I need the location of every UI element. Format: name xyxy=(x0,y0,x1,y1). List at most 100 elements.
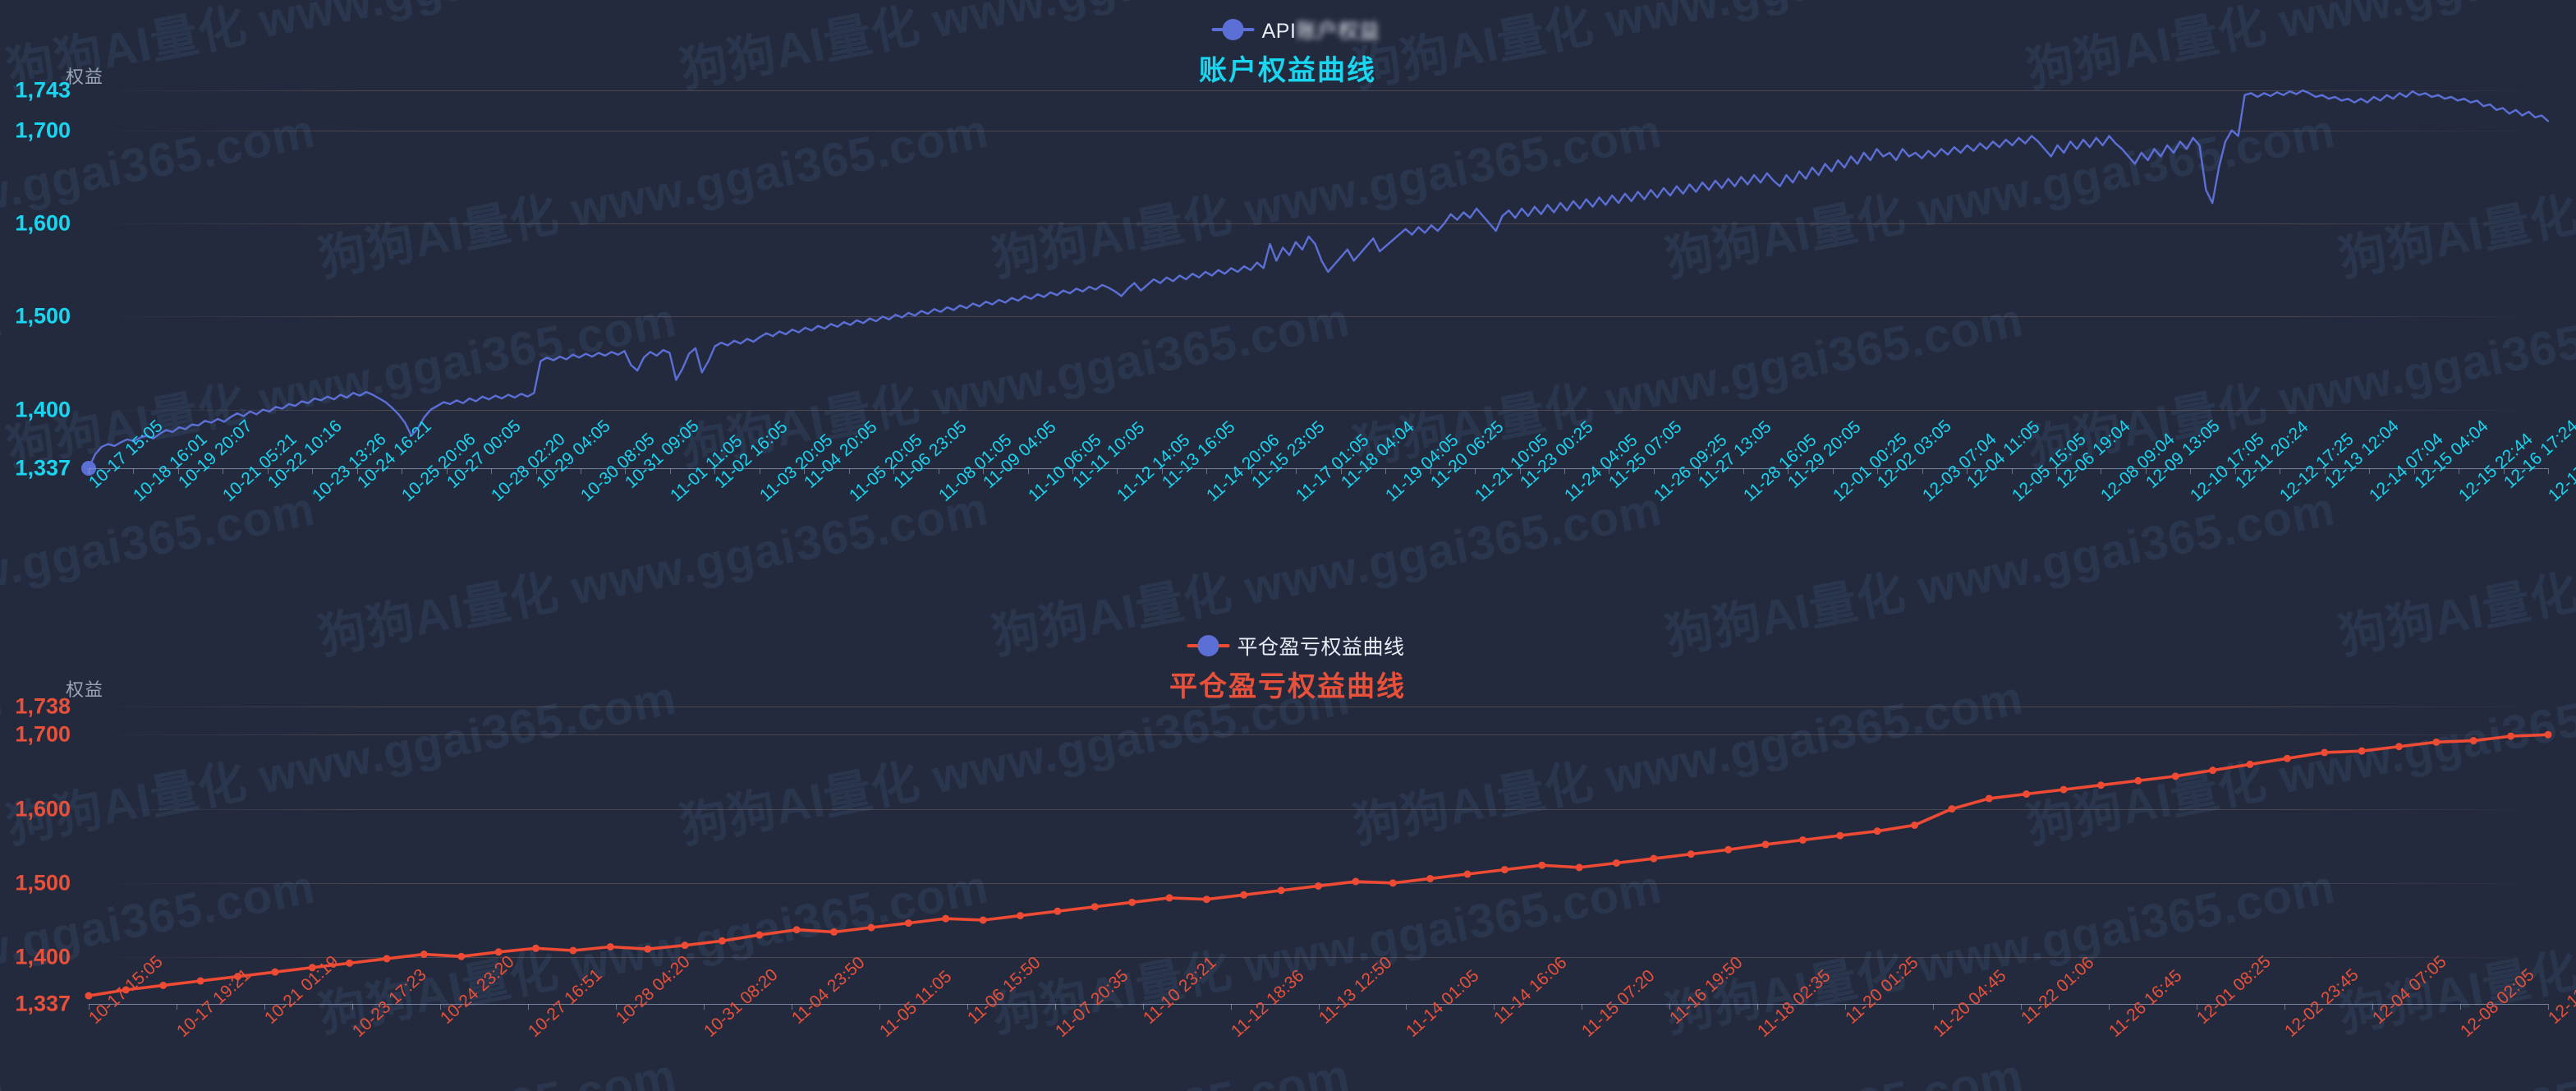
x-axis-tick-mark xyxy=(2234,468,2236,474)
x-axis-tick-mark xyxy=(1564,468,1565,474)
y-axis-tick-label: 1,743 xyxy=(15,77,71,103)
x-axis-line xyxy=(89,468,2548,469)
x-axis-tick-mark xyxy=(983,468,985,474)
x-axis-tick-mark xyxy=(714,468,716,474)
x-axis-tick-mark xyxy=(1251,468,1252,474)
legend-dot-icon xyxy=(1222,19,1244,40)
y-gridline xyxy=(89,90,2548,91)
x-axis-tick-mark xyxy=(1519,468,1521,474)
y-gridline xyxy=(89,316,2548,318)
x-axis-tick-mark xyxy=(1922,468,1923,474)
legend-item-label: API账户权益 xyxy=(1262,15,1380,44)
x-axis-tick-mark xyxy=(312,468,314,474)
legend-label-redacted: 账户权益 xyxy=(1296,20,1380,43)
x-axis-tick-mark xyxy=(1296,468,1297,474)
x-axis-tick-mark xyxy=(1054,1004,1056,1010)
x-axis-tick-mark xyxy=(967,1004,968,1010)
y-axis-tick-label: 1,500 xyxy=(15,870,71,895)
y-axis-tick-label: 1,600 xyxy=(15,796,71,822)
chart-account-equity-curve: API账户权益 账户权益曲线 权益 1,337 1,400 1,500 1,600 1,… xyxy=(15,15,2576,506)
y-axis-tick-label: 1,738 xyxy=(15,693,71,719)
x-axis-tick-mark xyxy=(2548,468,2549,474)
x-axis-tick-mark xyxy=(1494,1004,1495,1010)
x-axis-tick-mark xyxy=(2324,468,2326,474)
x-axis-tick-mark xyxy=(1653,468,1655,474)
x-axis-tick-mark xyxy=(2503,468,2505,474)
x-axis-tick-mark xyxy=(1698,468,1700,474)
legend-dot-icon xyxy=(1197,635,1219,656)
x-axis-tick-mark xyxy=(1406,1004,1407,1010)
x-axis-tick-mark xyxy=(1430,468,1431,474)
x-axis-tick-mark xyxy=(356,468,358,474)
x-axis-tick-mark xyxy=(1757,1004,1759,1010)
x-axis-tick-mark xyxy=(267,468,269,474)
x-axis-tick-mark xyxy=(1788,468,1789,474)
chart-legend[interactable]: API账户权益 xyxy=(1211,15,1380,44)
x-axis-tick-label: 12-11 09:05 xyxy=(2545,953,2576,1029)
x-axis-tick-mark xyxy=(615,1004,617,1010)
x-axis-tick-mark xyxy=(177,468,179,474)
x-axis-tick-mark xyxy=(2369,468,2371,474)
chart-title: 账户权益曲线 xyxy=(1199,55,1376,86)
y-gridline xyxy=(89,808,2548,810)
x-axis-tick-mark xyxy=(2109,1004,2110,1010)
series-line xyxy=(81,89,2550,476)
x-axis-tick-mark xyxy=(1117,468,1118,474)
x-axis-tick-mark xyxy=(89,1004,90,1010)
plot-area: 1,337 1,400 1,500 1,600 1,700 1,743 10-17 15:0… xyxy=(15,78,2576,506)
y-axis-tick-label: 1,337 xyxy=(15,455,71,481)
x-axis-tick-mark xyxy=(1832,468,1834,474)
chart-legend[interactable]: 平仓盈亏权益曲线 xyxy=(1187,631,1404,661)
x-axis-tick-mark xyxy=(446,468,448,474)
y-axis-tick-label: 1,400 xyxy=(15,397,71,422)
y-gridline xyxy=(89,734,2548,736)
x-axis-tick-mark xyxy=(2372,1004,2374,1010)
x-axis-tick-mark xyxy=(2460,1004,2462,1010)
x-axis-tick-mark xyxy=(804,468,806,474)
legend-label-prefix: API xyxy=(1261,20,1297,43)
y-axis-tick-label: 1,400 xyxy=(15,944,71,969)
x-axis-tick-mark xyxy=(2413,468,2415,474)
x-axis-tick-mark xyxy=(1142,1004,1144,1010)
x-axis-tick-mark xyxy=(1877,468,1879,474)
legend-line-swatch xyxy=(1187,635,1230,656)
x-axis-tick-mark xyxy=(491,468,493,474)
x-axis-tick-mark xyxy=(669,468,671,474)
x-axis-tick-mark xyxy=(89,468,90,474)
x-axis-tick-mark xyxy=(1027,468,1029,474)
x-axis-tick-mark xyxy=(1967,468,1968,474)
y-axis-name: 权益 xyxy=(66,67,104,87)
y-gridline xyxy=(89,409,2548,411)
x-axis-tick-mark xyxy=(893,468,895,474)
x-axis-tick-mark xyxy=(2284,1004,2286,1010)
x-axis-tick-mark xyxy=(848,468,850,474)
y-axis-tick-label: 1,700 xyxy=(15,721,71,747)
y-axis-tick-label: 1,337 xyxy=(15,991,71,1016)
y-gridline xyxy=(89,223,2548,225)
x-axis-tick-mark xyxy=(1475,468,1476,474)
plot-area: 1,337 1,400 1,500 1,600 1,700 1,738 10-17 15:0… xyxy=(15,694,2576,1042)
x-axis-tick-mark xyxy=(1072,468,1073,474)
x-axis-tick-mark xyxy=(2190,468,2192,474)
legend-item-label: 平仓盈亏权益曲线 xyxy=(1237,636,1405,659)
x-axis-tick-mark xyxy=(527,1004,529,1010)
x-axis-tick-mark xyxy=(1743,468,1744,474)
x-axis-tick-mark xyxy=(1230,1004,1232,1010)
x-axis-tick-mark xyxy=(1669,1004,1671,1010)
x-axis-tick-mark xyxy=(879,1004,880,1010)
x-axis-tick-mark xyxy=(2548,1004,2549,1010)
x-axis-tick-mark xyxy=(1845,1004,1847,1010)
x-axis-tick-mark xyxy=(1161,468,1163,474)
x-axis-tick-mark xyxy=(625,468,627,474)
x-axis-tick-mark xyxy=(535,468,537,474)
x-axis-tick-mark xyxy=(264,1004,265,1010)
y-axis-name: 权益 xyxy=(66,679,104,700)
x-axis-tick-mark xyxy=(2145,468,2147,474)
x-axis-tick-mark xyxy=(351,1004,353,1010)
x-axis-tick-mark xyxy=(1933,1004,1935,1010)
x-axis-tick-mark xyxy=(1340,468,1342,474)
chart-title: 平仓盈亏权益曲线 xyxy=(1169,671,1406,702)
legend-line-swatch xyxy=(1211,19,1255,40)
y-axis-tick-label: 1,600 xyxy=(15,210,71,236)
